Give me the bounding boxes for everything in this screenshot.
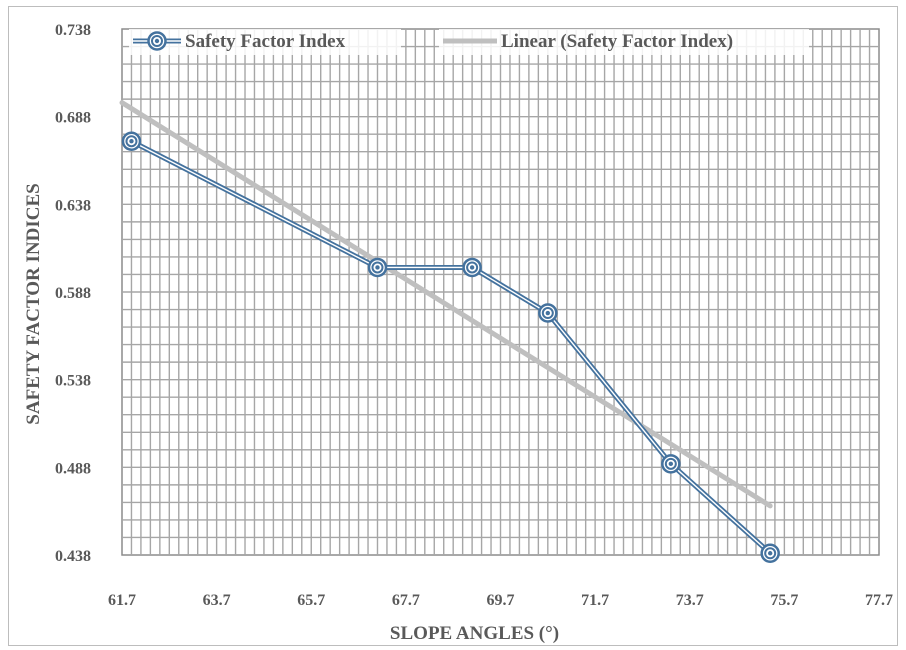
legend-entry-linear-trendline: Linear (Safety Factor Index) (439, 29, 809, 55)
x-tick-label: 75.7 (770, 592, 798, 609)
legend: Safety Factor Index Linear (Safety Factor… (129, 29, 809, 55)
x-tick-label: 61.7 (108, 592, 136, 609)
x-tick-label: 77.7 (865, 592, 893, 609)
data-point (661, 454, 681, 474)
x-tick-label: 69.7 (487, 592, 515, 609)
legend-label: Linear (Safety Factor Index) (501, 31, 733, 52)
x-tick-label: 73.7 (676, 592, 704, 609)
y-tick-label: 0.438 (55, 548, 91, 565)
legend-label: Safety Factor Index (185, 31, 346, 52)
data-point (538, 303, 558, 323)
data-point (121, 131, 142, 151)
x-axis-title: SLOPE ANGLES (°) (390, 623, 559, 644)
y-tick-label: 0.688 (55, 110, 91, 127)
x-tick-label: 65.7 (297, 592, 325, 609)
x-tick-label: 63.7 (203, 592, 231, 609)
y-axis-title: SAFETY FACTOR INDICES (23, 183, 44, 424)
trendline-linear (119, 100, 773, 509)
x-axis-ticks: 61.7 63.7 65.7 67.7 69.7 71.7 73.7 75.7 77.7 (108, 592, 893, 609)
series-layer (119, 100, 780, 563)
data-point (367, 257, 388, 278)
chart-svg: 61.7 63.7 65.7 67.7 69.7 71.7 73.7 75.7 77.7 0.4… (23, 22, 893, 644)
y-tick-label: 0.538 (55, 373, 91, 390)
y-tick-label: 0.588 (55, 285, 91, 302)
y-tick-label: 0.488 (55, 460, 91, 477)
y-tick-label: 0.738 (55, 22, 91, 39)
y-axis-ticks: 0.438 0.488 0.538 0.588 0.638 0.688 0.738 (55, 22, 91, 565)
legend-entry-safety-factor-index: Safety Factor Index (129, 29, 401, 55)
x-tick-label: 67.7 (392, 592, 420, 609)
data-point (760, 543, 780, 563)
x-tick-label: 71.7 (581, 592, 609, 609)
chart-grid (121, 28, 880, 556)
data-point (462, 257, 482, 278)
series-line-highlight (131, 140, 771, 554)
chart-frame: 61.7 63.7 65.7 67.7 69.7 71.7 73.7 75.7 77.7 0.4… (8, 6, 898, 646)
y-tick-label: 0.638 (55, 197, 91, 214)
